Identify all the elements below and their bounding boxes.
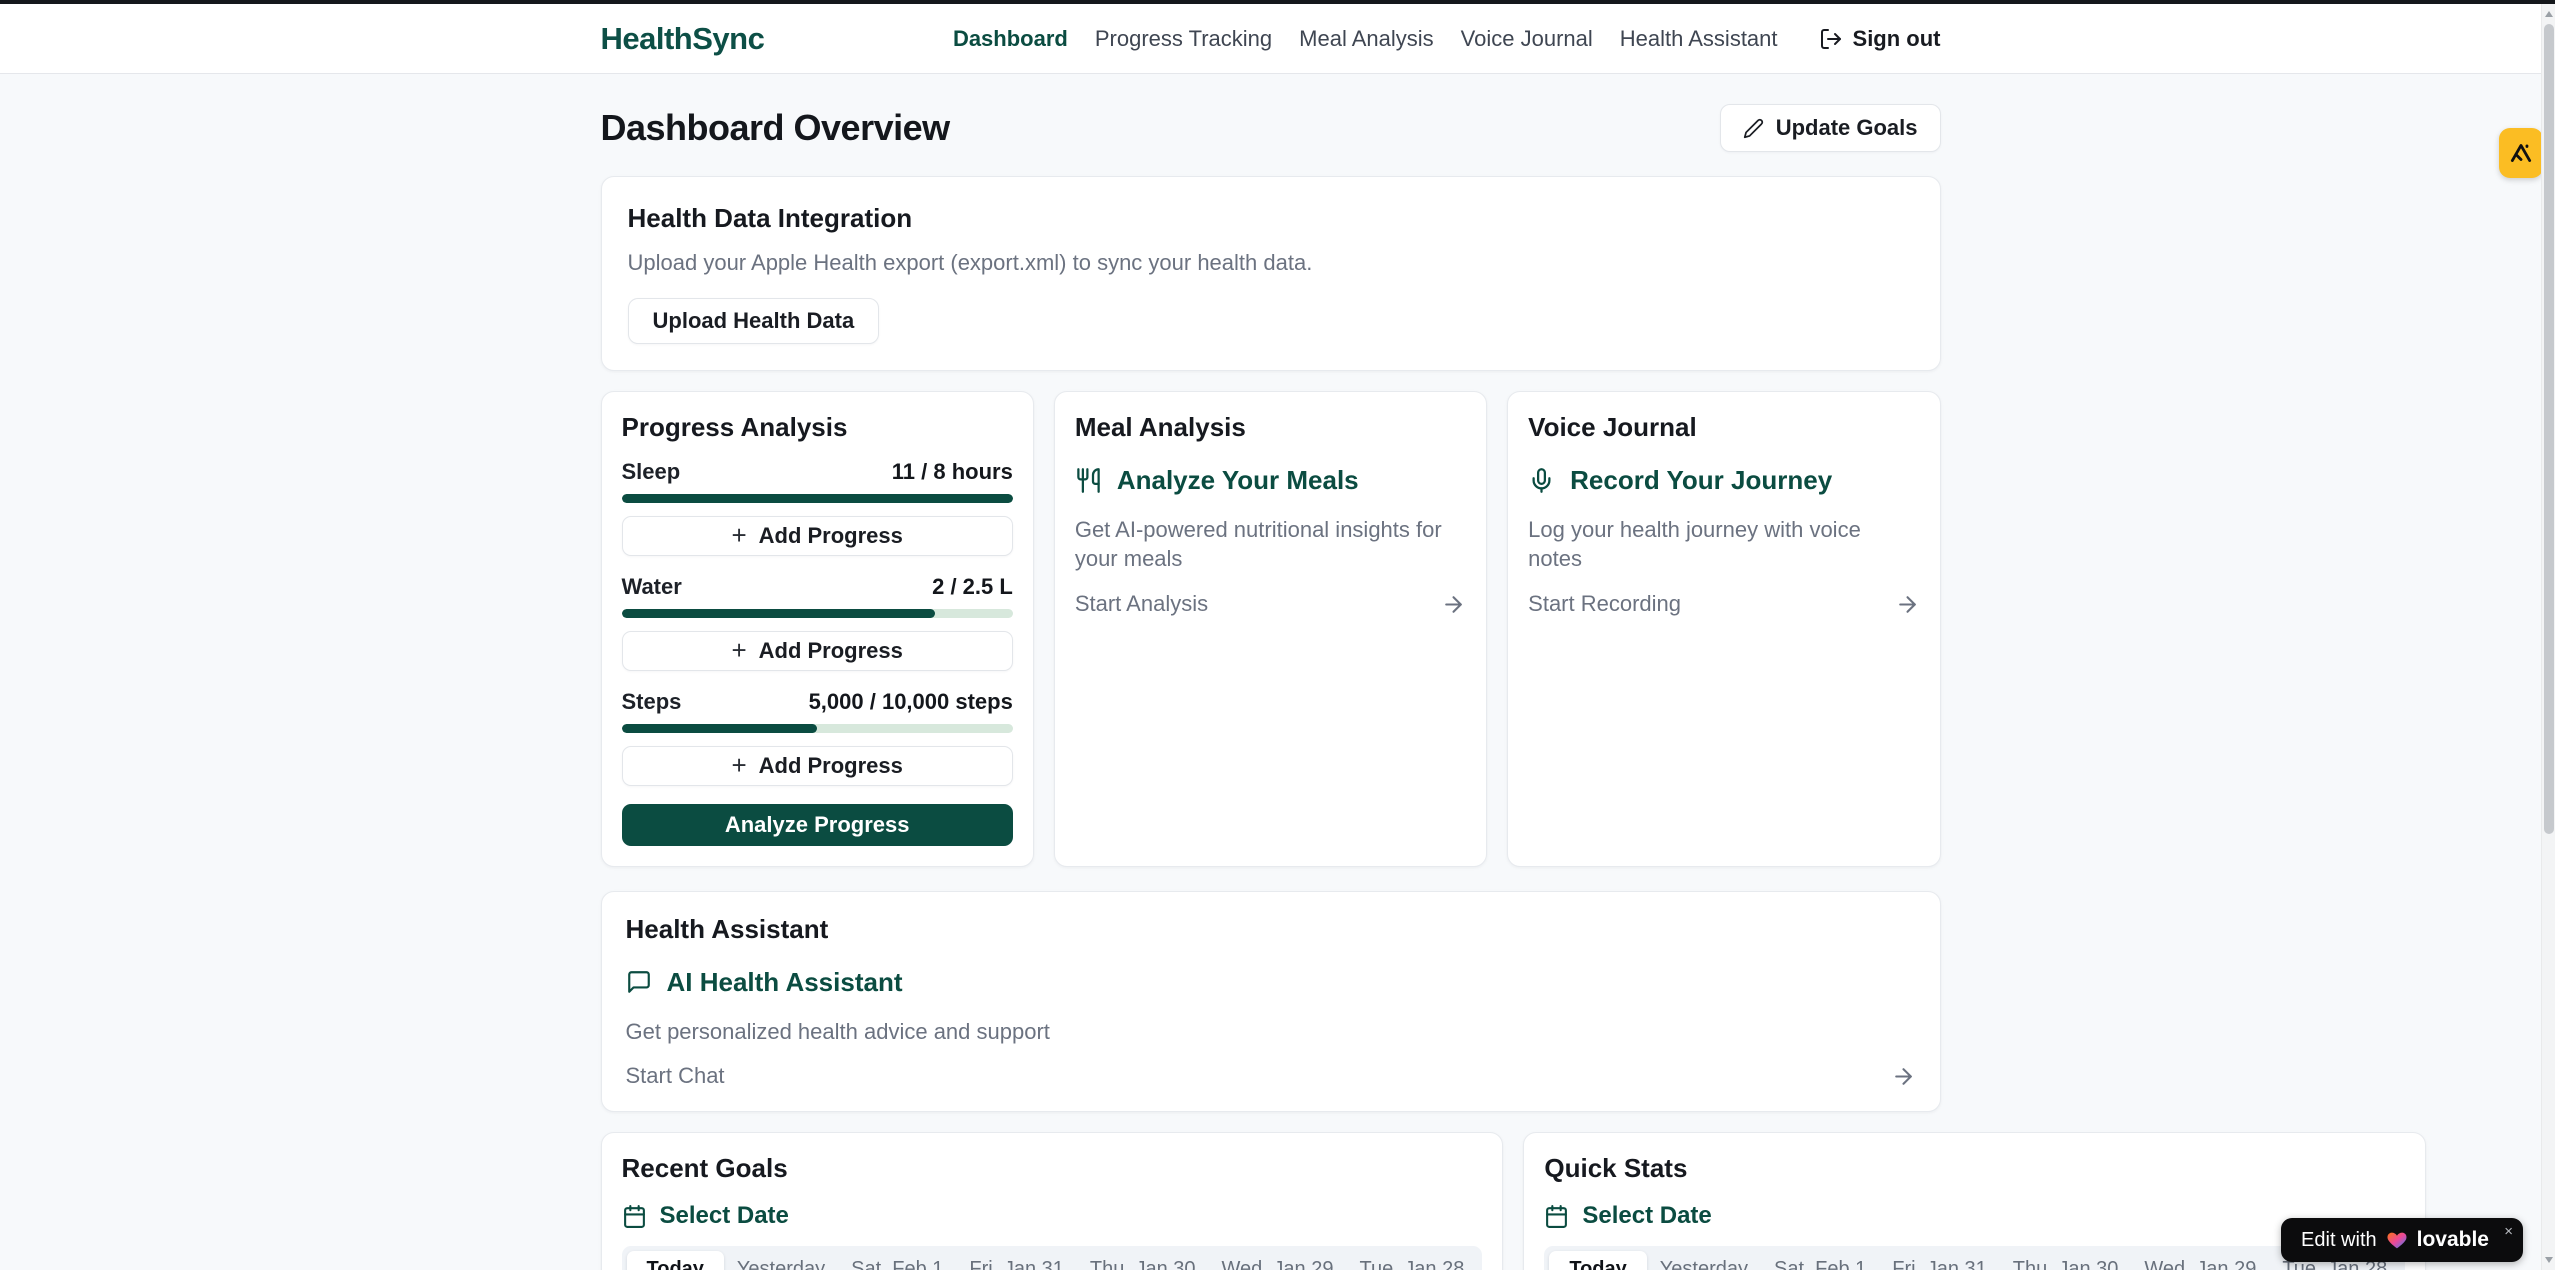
nav-progress-tracking[interactable]: Progress Tracking — [1094, 25, 1273, 51]
scrollbar[interactable] — [2541, 4, 2555, 1270]
close-icon[interactable]: × — [2504, 1223, 2513, 1240]
add-progress-steps-button[interactable]: + Add Progress — [621, 745, 1013, 786]
card-title: Progress Analysis — [621, 411, 848, 442]
logout-icon — [1820, 28, 1841, 49]
nav-voice-journal[interactable]: Voice Journal — [1460, 25, 1593, 51]
chat-bubble-icon — [627, 971, 650, 994]
date-tab[interactable]: Tue, Jan 28 — [1346, 1251, 1477, 1270]
arrow-right-icon — [1894, 1068, 1912, 1085]
date-tab[interactable]: Sat, Feb 1 — [838, 1251, 956, 1270]
nav-health-assistant[interactable]: Health Assistant — [1619, 25, 1778, 51]
meal-analysis-card: Meal Analysis Analyze Your Meals Get AI-… — [1053, 390, 1488, 867]
date-tab[interactable]: Fri, Jan 31 — [956, 1251, 1076, 1270]
add-progress-sleep-button[interactable]: + Add Progress — [621, 515, 1013, 556]
badge-prefix: Edit with — [2301, 1228, 2377, 1251]
window-top-edge — [0, 0, 2555, 4]
card-title: Health Assistant — [625, 913, 829, 944]
voice-journal-card: Voice Journal Record Your Journey Log yo… — [1507, 390, 1941, 867]
arrow-right-icon — [1898, 595, 1916, 613]
scrollbar-thumb[interactable] — [2544, 24, 2554, 834]
metric-label: Sleep — [621, 458, 681, 484]
date-tab[interactable]: Thu, Jan 30 — [1077, 1251, 1209, 1270]
analyze-your-meals-link[interactable]: Analyze Your Meals — [1075, 465, 1466, 496]
metric-value: 2 / 2.5 L — [932, 573, 1013, 599]
date-tab-yesterday[interactable]: Yesterday — [724, 1251, 838, 1270]
lovable-side-button[interactable] — [2499, 128, 2543, 178]
card-title: Quick Stats — [1544, 1153, 1688, 1184]
analyze-progress-button[interactable]: Analyze Progress — [621, 803, 1013, 846]
date-tab[interactable]: Fri, Jan 31 — [1879, 1251, 1999, 1270]
start-recording-action[interactable]: Start Recording — [1528, 591, 1919, 617]
record-your-journey-link[interactable]: Record Your Journey — [1528, 465, 1919, 496]
calendar-icon — [623, 1204, 645, 1228]
steps-progress-bar — [621, 723, 1013, 733]
select-date-button[interactable]: Select Date — [1544, 1202, 2405, 1230]
start-chat-action[interactable]: Start Chat — [626, 1063, 1916, 1089]
pencil-icon — [1743, 118, 1763, 138]
main-content: Dashboard Overview Update Goals Health D… — [0, 74, 2541, 1270]
update-goals-button[interactable]: Update Goals — [1719, 104, 1941, 152]
water-metric: Water 2 / 2.5 L + Add Progress — [621, 573, 1013, 671]
badge-brand: lovable — [2416, 1228, 2489, 1251]
card-title: Voice Journal — [1528, 411, 1697, 442]
app-header: HealthSync Dashboard Progress Tracking M… — [0, 4, 2541, 74]
arrow-right-icon — [1445, 595, 1462, 613]
sleep-progress-bar — [621, 493, 1013, 503]
page-title: Dashboard Overview — [600, 107, 951, 148]
ai-health-assistant-link[interactable]: AI Health Assistant — [626, 967, 1916, 998]
scroll-down-arrow[interactable] — [2545, 1257, 2553, 1263]
health-assistant-card: Health Assistant AI Health Assistant Get… — [600, 890, 1941, 1113]
card-description: Log your health journey with voice notes — [1528, 516, 1861, 572]
card-description: Get AI-powered nutritional insights for … — [1074, 516, 1442, 572]
app-logo[interactable]: HealthSync — [600, 20, 765, 56]
lovable-logo-icon — [2510, 144, 2532, 162]
sign-out-label: Sign out — [1852, 25, 1941, 51]
date-tab[interactable]: Thu, Jan 30 — [2000, 1251, 2132, 1270]
date-tab[interactable]: Sat, Feb 1 — [1761, 1251, 1879, 1270]
date-tab[interactable]: Wed, Jan 29 — [1209, 1251, 1347, 1270]
health-data-integration-card: Health Data Integration Upload your Appl… — [600, 176, 1941, 371]
card-title: Recent Goals — [621, 1153, 788, 1184]
plus-icon: + — [731, 749, 747, 780]
metric-value: 5,000 / 10,000 steps — [808, 688, 1013, 714]
sleep-metric: Sleep 11 / 8 hours + Add Progress — [621, 458, 1013, 556]
select-date-button[interactable]: Select Date — [622, 1202, 1483, 1230]
utensils-icon — [1077, 467, 1100, 493]
nav-meal-analysis[interactable]: Meal Analysis — [1299, 25, 1434, 51]
calendar-icon — [1546, 1204, 1568, 1228]
date-tab-today[interactable]: Today — [626, 1250, 724, 1270]
metric-label: Steps — [621, 688, 682, 714]
sign-out-button[interactable]: Sign out — [1819, 26, 1941, 52]
microphone-icon — [1532, 467, 1551, 493]
recent-goals-card: Recent Goals Select Date Today Yesterday… — [600, 1132, 1504, 1270]
plus-icon: + — [731, 519, 747, 550]
card-description: Upload your Apple Health export (export.… — [627, 250, 1313, 275]
upload-health-data-button[interactable]: Upload Health Data — [627, 297, 880, 344]
date-tab-today[interactable]: Today — [1549, 1250, 1647, 1270]
plus-icon: + — [731, 634, 747, 665]
add-progress-water-button[interactable]: + Add Progress — [621, 630, 1013, 671]
date-tab-yesterday[interactable]: Yesterday — [1647, 1251, 1761, 1270]
main-nav: Dashboard Progress Tracking Meal Analysi… — [953, 26, 1941, 52]
quick-stats-card: Quick Stats Select Date Today Yesterday … — [1523, 1132, 2427, 1270]
heart-icon — [2387, 1232, 2407, 1249]
water-progress-bar — [621, 608, 1013, 618]
card-description: Get personalized health advice and suppo… — [625, 1018, 1050, 1044]
card-title: Meal Analysis — [1074, 411, 1246, 442]
steps-metric: Steps 5,000 / 10,000 steps + Add Progres… — [621, 688, 1013, 786]
edit-with-lovable-badge[interactable]: Edit with lovable × — [2281, 1218, 2523, 1262]
nav-dashboard[interactable]: Dashboard — [952, 25, 1068, 51]
start-analysis-action[interactable]: Start Analysis — [1075, 591, 1466, 617]
date-tabbar: Today Yesterday Sat, Feb 1 Fri, Jan 31 T… — [621, 1246, 1483, 1270]
metric-value: 11 / 8 hours — [891, 458, 1013, 484]
date-tab[interactable]: Wed, Jan 29 — [2131, 1251, 2269, 1270]
scroll-up-arrow[interactable] — [2545, 11, 2553, 17]
progress-analysis-card: Progress Analysis Sleep 11 / 8 hours + A… — [600, 390, 1034, 867]
card-title: Health Data Integration — [627, 203, 913, 233]
metric-label: Water — [621, 573, 682, 599]
date-tabbar: Today Yesterday Sat, Feb 1 Fri, Jan 31 T… — [1544, 1246, 2406, 1270]
